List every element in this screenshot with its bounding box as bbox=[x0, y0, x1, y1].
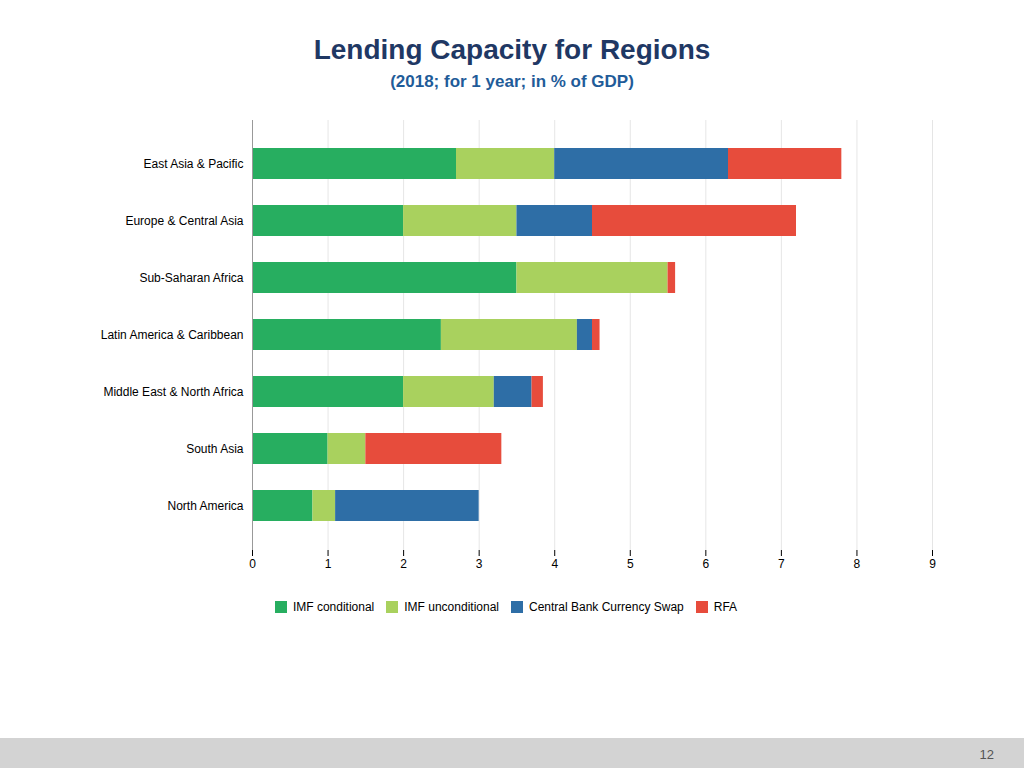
html-text:Lending Capacity for Regions: Lending Capacity for Regions bbox=[313, 34, 711, 65]
svg-text:South Asia: South Asia bbox=[186, 442, 244, 456]
svg-text:3: 3 bbox=[476, 557, 483, 571]
html-text:RFA: RFA bbox=[713, 599, 738, 614]
svg-text:North America: North America bbox=[167, 499, 243, 513]
html-text:IMF conditional: IMF conditional bbox=[292, 599, 375, 614]
svg-text:Europe & Central Asia: Europe & Central Asia bbox=[125, 214, 243, 228]
svg-text:2: 2 bbox=[400, 557, 407, 571]
html-text:Central Bank Currency Swap: Central Bank Currency Swap bbox=[529, 599, 684, 614]
svg-text:East Asia & Pacific: East Asia & Pacific bbox=[143, 157, 243, 171]
svg-text:6: 6 bbox=[702, 557, 709, 571]
html-text:IMF unconditional: IMF unconditional bbox=[404, 599, 499, 614]
html-text:12: 12 bbox=[979, 747, 994, 762]
svg-text:0: 0 bbox=[249, 557, 256, 571]
svg-text:8: 8 bbox=[854, 557, 861, 571]
svg-text:5: 5 bbox=[627, 557, 634, 571]
svg-text:1: 1 bbox=[325, 557, 332, 571]
svg-text:7: 7 bbox=[778, 557, 785, 571]
svg-text:Latin America & Caribbean: Latin America & Caribbean bbox=[101, 328, 244, 342]
svg-text:9: 9 bbox=[929, 557, 936, 571]
svg-text:4: 4 bbox=[551, 557, 558, 571]
svg-text:Sub-Saharan Africa: Sub-Saharan Africa bbox=[139, 271, 243, 285]
html-text:(2018; for 1 year; in % of GDP: (2018; for 1 year; in % of GDP) bbox=[390, 72, 634, 91]
svg-text:Middle East & North Africa: Middle East & North Africa bbox=[103, 385, 243, 399]
